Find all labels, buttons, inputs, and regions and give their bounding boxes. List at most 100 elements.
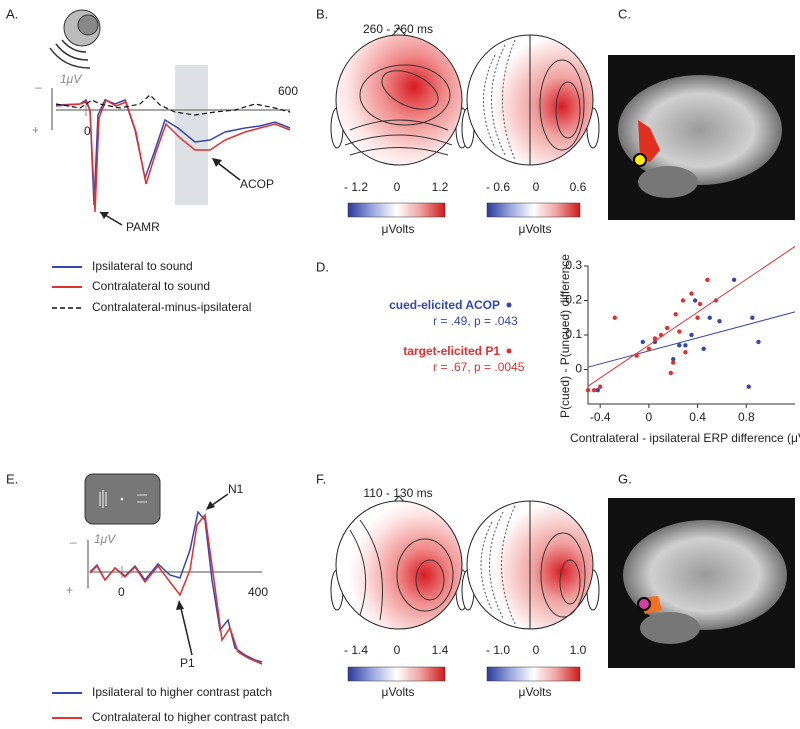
arrowhead: [212, 158, 222, 167]
point: [750, 315, 755, 320]
point: [612, 315, 617, 320]
time-range: 110 - 130 ms: [363, 486, 432, 500]
point: [692, 298, 698, 303]
plus-sign: +: [66, 583, 73, 597]
panel-e: E. – 1μV + 0 400 N1 P1 Ipsilateral to hi…: [6, 471, 289, 724]
contralateral-wave: [89, 513, 263, 665]
legend-swatch: [506, 348, 512, 354]
point: [671, 356, 676, 362]
colorbar: [347, 666, 446, 682]
arrowhead: [100, 212, 109, 219]
brain: [618, 75, 782, 185]
colorbar-label: 0: [394, 180, 401, 194]
panel-label: C.: [618, 6, 631, 21]
y-tick-label: 0: [575, 362, 582, 376]
fit-line: [587, 246, 796, 387]
point: [717, 319, 722, 324]
legend-swatch: [506, 302, 512, 308]
legend-label: Ipsilateral to higher contrast patch: [92, 685, 272, 699]
unit-label: μVolts: [519, 222, 552, 236]
colorbar-label: - 1.4: [344, 643, 368, 657]
point: [695, 315, 700, 320]
marker: [633, 153, 647, 167]
topomap: [461, 500, 600, 630]
unit-label: μVolts: [519, 685, 552, 699]
colorbar-label: - 1.0: [486, 643, 510, 657]
legend-label: Ipsilateral to sound: [92, 259, 193, 273]
topomap: [461, 34, 600, 166]
time-end: 600: [278, 84, 298, 98]
scale-label: 1μV: [60, 72, 82, 86]
point: [597, 384, 603, 389]
point: [697, 301, 703, 307]
contralateral-wave: [55, 98, 291, 213]
time-end: 400: [248, 585, 268, 599]
colorbar-label: 0: [533, 180, 540, 194]
point: [707, 315, 712, 320]
time-zero: 0: [118, 585, 125, 599]
panel-g: G.: [608, 471, 795, 668]
x-axis-label: Contralateral - ipsilateral ERP differen…: [570, 431, 800, 445]
legend-label: cued-elicited ACOP: [389, 298, 500, 312]
arrowhead: [176, 600, 184, 610]
plus-sign: +: [32, 123, 39, 137]
x-tick-label: 0: [646, 410, 653, 424]
panel-f: F. 110 - 130 ms - 1.4 0 1.4 μVolts - 1.0…: [316, 471, 600, 699]
point: [634, 353, 639, 358]
point: [701, 346, 706, 351]
point: [673, 312, 678, 317]
y-tick-label: 0.3: [565, 258, 582, 272]
point: [658, 332, 664, 338]
point: [652, 336, 658, 341]
point: [705, 277, 710, 282]
y-tick-label: 0.1: [565, 327, 582, 341]
panel-label: G.: [618, 471, 632, 486]
point: [683, 350, 688, 355]
y-tick-label: 0.2: [565, 293, 582, 307]
fit-line: [587, 311, 796, 368]
panel-b: B. 260 - 360 ms - 1.2 0 1.2 μVolts - 0.6…: [316, 6, 600, 236]
annotation: ACOP: [240, 177, 274, 191]
annotation: N1: [228, 482, 244, 496]
speaker-icon: [49, 9, 101, 69]
x-tick-label: 0.8: [738, 410, 755, 424]
point: [677, 343, 682, 348]
marker: [637, 597, 651, 611]
point: [646, 346, 652, 351]
legend-label: Contralateral to sound: [92, 279, 210, 293]
point: [595, 388, 600, 393]
colorbar-label: 1.2: [432, 180, 449, 194]
legend-label: Contralateral-minus-ipsilateral: [92, 300, 251, 314]
time-zero: 0: [84, 124, 91, 138]
colorbar: [486, 666, 581, 682]
point: [689, 332, 694, 338]
difference-wave: [55, 94, 291, 116]
colorbar-label: 0.6: [570, 180, 587, 194]
colorbar-label: - 0.6: [486, 180, 510, 194]
cerebellum: [638, 166, 698, 198]
scale-label: 1μV: [94, 532, 116, 546]
cerebellum: [640, 612, 700, 644]
ipsilateral-wave: [89, 510, 263, 663]
annotation: PAMR: [126, 220, 160, 234]
arrow: [179, 603, 193, 656]
colorbar-label: 1.4: [432, 643, 449, 657]
point: [585, 388, 591, 393]
point: [591, 388, 597, 393]
point: [756, 339, 761, 345]
colorbar: [486, 202, 581, 218]
statistic: r = .49, p = .043: [433, 314, 518, 328]
panel-a: A. – 1μV + 0 600 PAMR ACOP Ipsilateral t…: [6, 6, 298, 314]
point: [746, 384, 751, 389]
point: [671, 360, 676, 365]
legend-label: Contralateral to higher contrast patch: [92, 710, 289, 724]
arrowhead: [206, 501, 215, 510]
annotation: P1: [180, 656, 195, 670]
topomap: [330, 495, 469, 630]
point: [668, 370, 673, 376]
y-axis-label: P(cued) - P(uncued) difference: [558, 254, 572, 418]
x-tick-label: -0.4: [590, 410, 611, 424]
unit-label: μVolts: [382, 685, 415, 699]
panel-d: D. cued-elicited ACOP r = .49, p = .043 …: [316, 246, 800, 445]
